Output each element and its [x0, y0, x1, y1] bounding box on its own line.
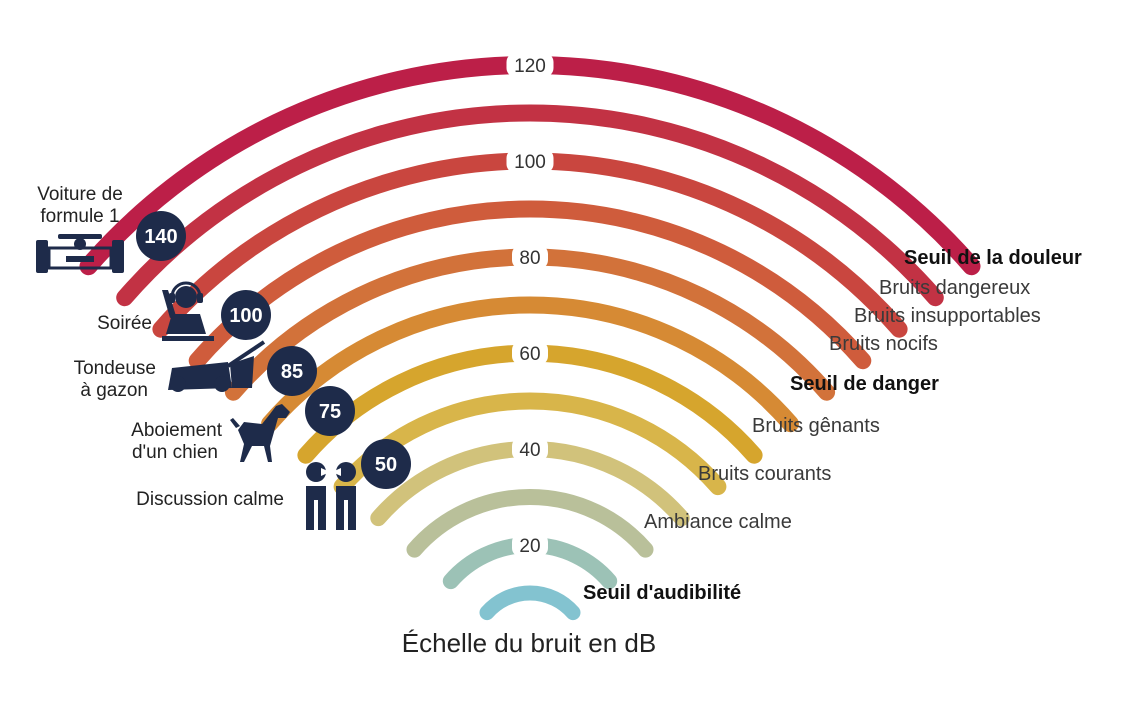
level-label-bruits-insupportables: Bruits insupportables: [854, 305, 1041, 327]
db-mark-background: [512, 341, 548, 365]
source-badge: [267, 346, 317, 396]
source-chien: Aboiement d'un chien 75: [131, 386, 355, 463]
db-mark-label: 20: [519, 536, 540, 557]
source-formula-1: Voiture de formule 1 140: [36, 184, 186, 273]
db-mark: 60: [512, 341, 548, 365]
db-mark-background: [512, 533, 548, 557]
db-mark: 20: [512, 533, 548, 557]
db-mark-background: [506, 53, 554, 77]
source-value: 50: [375, 454, 397, 476]
source-label-line: Soirée: [97, 313, 152, 334]
level-label-ambiance-calme: Ambiance calme: [644, 511, 792, 533]
source-label-line: Aboiement: [131, 420, 223, 441]
source-badge: [361, 439, 411, 489]
source-label-line: d'un chien: [132, 442, 218, 463]
source-label-line: formule 1: [40, 206, 119, 227]
level-label-bruits-courants: Bruits courants: [698, 463, 831, 485]
source-value: 85: [281, 361, 303, 383]
source-label-line: Voiture de: [37, 184, 123, 205]
lawn-mower-icon: [168, 340, 266, 392]
source-label-line: Discussion calme: [136, 489, 284, 510]
db-mark: 80: [512, 245, 548, 269]
source-soiree: Soirée 100: [97, 281, 271, 341]
level-label-seuil-audibilite: Seuil d'audibilité: [583, 582, 741, 604]
dj-headphones-icon: [162, 281, 214, 341]
source-value: 75: [319, 401, 341, 423]
db-mark-label: 100: [514, 152, 546, 173]
source-discussion: Discussion calme 50: [136, 439, 411, 530]
source-label-line: à gazon: [80, 380, 148, 401]
source-badge: [305, 386, 355, 436]
source-value: 140: [144, 226, 177, 248]
level-label-bruits-dangereux: Bruits dangereux: [879, 277, 1030, 299]
conversation-icon: [306, 462, 356, 530]
db-mark-background: [506, 149, 554, 173]
noise-arc: [261, 296, 799, 433]
dog-icon: [230, 404, 290, 462]
level-labels: Seuil de la douleur Bruits dangereux Bru…: [583, 247, 1082, 604]
db-mark-label: 60: [519, 344, 540, 365]
level-label-seuil-douleur: Seuil de la douleur: [904, 247, 1082, 269]
noise-arc: [116, 104, 944, 307]
formula-1-car-icon: [36, 234, 124, 273]
noise-arc: [406, 488, 654, 558]
db-mark-label: 80: [519, 248, 540, 269]
diagram-caption: Échelle du bruit en dB: [402, 628, 656, 658]
noise-arc: [479, 585, 581, 621]
db-mark: 100: [506, 149, 554, 173]
db-mark: 40: [512, 437, 548, 461]
level-label-bruits-nocifs: Bruits nocifs: [829, 333, 938, 355]
source-value: 100: [229, 305, 262, 327]
db-mark-background: [512, 245, 548, 269]
db-mark-label: 120: [514, 56, 546, 77]
level-label-bruits-genants: Bruits gênants: [752, 415, 880, 437]
source-label-line: Tondeuse: [74, 358, 156, 379]
source-badge: [221, 290, 271, 340]
level-label-seuil-danger: Seuil de danger: [790, 373, 939, 395]
db-mark-label: 40: [519, 440, 540, 461]
source-badge: [136, 211, 186, 261]
noise-arc: [188, 200, 872, 370]
db-mark-group: 20406080100120140: [506, 53, 554, 557]
db-mark: 120: [506, 53, 554, 77]
db-mark-background: [512, 437, 548, 461]
source-tondeuse: Tondeuse à gazon 85: [74, 340, 317, 401]
